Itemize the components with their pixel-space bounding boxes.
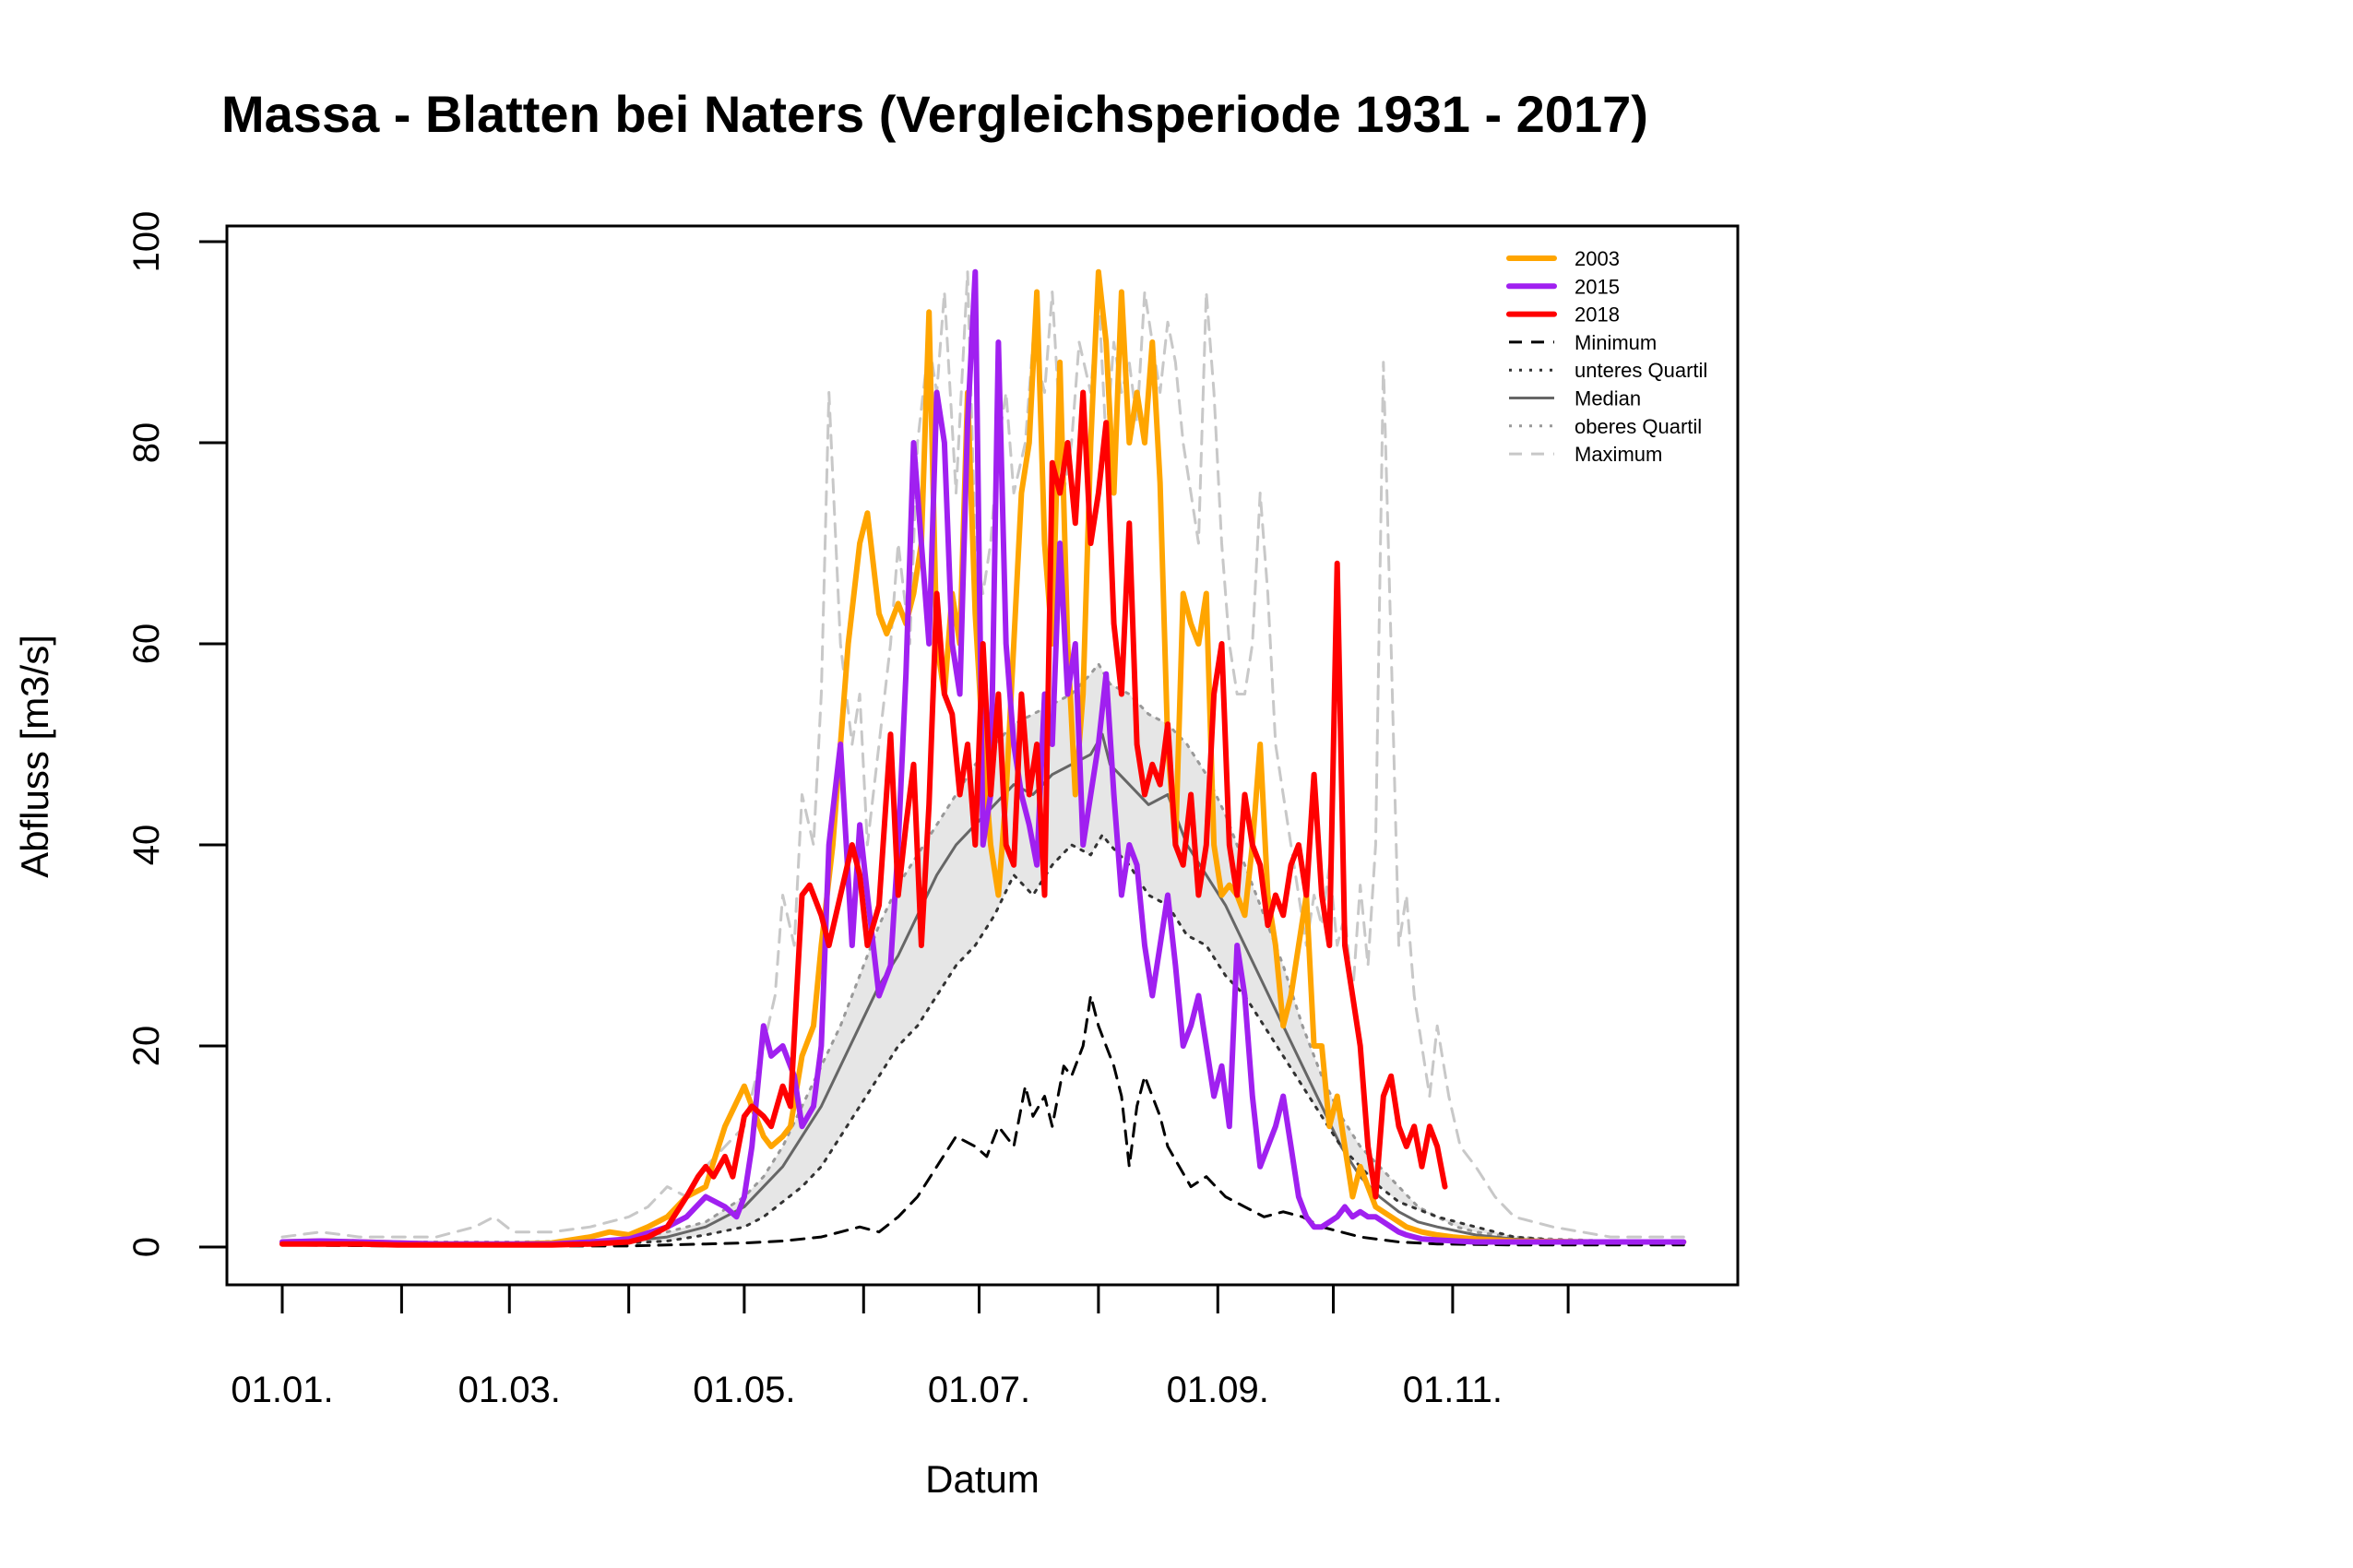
series-line-unteres-quartil bbox=[280, 833, 1685, 1247]
y-tick-label: 100 bbox=[126, 211, 167, 273]
y-axis-label: Abfluss [m3/s] bbox=[13, 635, 56, 878]
legend-label: 2015 bbox=[1575, 275, 1620, 298]
chart-title: Massa - Blatten bei Naters (Vergleichspe… bbox=[221, 85, 1648, 143]
y-tick-label: 80 bbox=[126, 422, 167, 464]
legend-label: oberes Quartil bbox=[1575, 415, 1702, 438]
series-line-2018 bbox=[279, 389, 1448, 1248]
legend-label: Median bbox=[1575, 387, 1641, 410]
x-tick-label: 01.07. bbox=[928, 1370, 1030, 1410]
series-line-2015 bbox=[279, 268, 1687, 1247]
x-tick-label: 01.11. bbox=[1403, 1370, 1503, 1410]
y-tick-label: 0 bbox=[126, 1237, 167, 1257]
y-tick-label: 60 bbox=[126, 624, 167, 665]
x-tick-label: 01.03. bbox=[458, 1370, 561, 1410]
x-tick-label: 01.05. bbox=[693, 1370, 795, 1410]
legend-label: 2003 bbox=[1575, 247, 1620, 270]
legend-label: unteres Quartil bbox=[1575, 359, 1707, 382]
x-tick-label: 01.01. bbox=[231, 1370, 333, 1410]
legend-label: Minimum bbox=[1575, 331, 1657, 354]
y-tick-label: 40 bbox=[126, 825, 167, 866]
plot-area bbox=[279, 268, 1687, 1248]
x-axis-label: Datum bbox=[925, 1457, 1040, 1501]
legend-label: Maximum bbox=[1575, 443, 1662, 466]
legend-label: 2018 bbox=[1575, 303, 1620, 327]
legend: 2003 2015 2018 Minimum unteres Quartil Median… bbox=[1506, 247, 1707, 466]
y-axis: 0 20 40 60 80 100 bbox=[126, 211, 229, 1257]
y-tick-label: 20 bbox=[126, 1026, 167, 1067]
series-line-minimum bbox=[280, 994, 1685, 1248]
x-axis: 01.01. 01.03. 01.05. 01.07. 01.09. 01.11. bbox=[231, 1283, 1570, 1410]
x-tick-label: 01.09. bbox=[1167, 1370, 1269, 1410]
